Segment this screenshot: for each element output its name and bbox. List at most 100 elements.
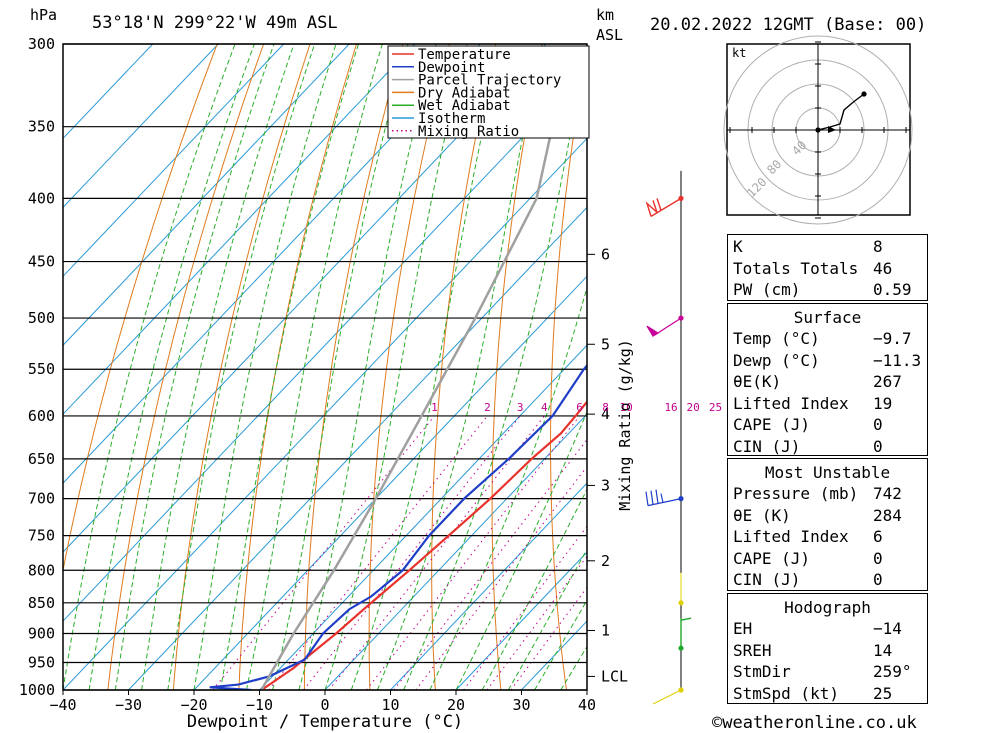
info-label: CAPE (J) xyxy=(733,548,811,568)
hodograph-unit: kt xyxy=(732,46,746,60)
mixing-ratio-label: 16 xyxy=(664,401,677,414)
pressure-tick-label: 1000 xyxy=(19,681,55,699)
info-value: 14 xyxy=(873,640,893,660)
legend-box xyxy=(387,45,590,139)
km-tick-label: 1 xyxy=(601,621,610,639)
isotherm-line xyxy=(63,44,416,415)
info-label: Dewp (°C) xyxy=(733,350,820,370)
isotherm-line xyxy=(63,137,587,690)
info-value: 0 xyxy=(873,436,883,456)
info-value: 742 xyxy=(873,484,902,503)
info-label: Temp (°C) xyxy=(733,329,820,348)
wind-barb xyxy=(646,317,682,337)
legend-label: Dewpoint xyxy=(418,60,485,76)
dry-adiabat-line xyxy=(550,50,587,690)
wet-adiabat-line xyxy=(324,44,468,690)
dry-adiabat-line xyxy=(662,44,697,690)
info-value: 0.59 xyxy=(873,280,912,299)
info-value: 0 xyxy=(873,570,883,589)
isotherm-line xyxy=(63,44,481,484)
dry-adiabat-line xyxy=(491,44,543,690)
km-tick-label: 4 xyxy=(601,405,610,423)
mixing-ratio-label: 2 xyxy=(484,401,491,414)
wind-profile xyxy=(645,170,692,705)
x-tick-label: 30 xyxy=(512,696,530,714)
km-tick-label: 5 xyxy=(601,335,610,353)
hodograph-table-box: Hodograph EH −14 SREH 14 StmDir 259° StmSpd (k… xyxy=(727,593,928,704)
indices-box: K 8 Totals Totals 46 PW (cm) 0.59 xyxy=(727,234,928,301)
info-label: CAPE (J) xyxy=(733,415,811,434)
legend-label: Dry Adiabat xyxy=(418,85,511,101)
x-tick-label: −10 xyxy=(246,696,273,714)
wet-adiabat-line xyxy=(141,44,295,690)
mixing-ratio-line xyxy=(486,555,587,690)
left-unit-label: hPa xyxy=(30,6,57,24)
pressure-grid xyxy=(63,43,587,691)
isotherm-line xyxy=(63,44,154,140)
isotherm-line xyxy=(193,275,587,690)
wind-barb xyxy=(680,617,692,649)
info-value: −11.3 xyxy=(873,350,922,370)
km-unit-label: km xyxy=(596,6,614,24)
isotherm-line xyxy=(63,44,219,209)
hodograph-table-title: Hodograph xyxy=(784,598,871,617)
series-line-dewpoint xyxy=(209,363,587,690)
info-label: SREH xyxy=(733,640,772,660)
info-value: 0 xyxy=(873,415,883,434)
info-value: −9.7 xyxy=(873,329,912,348)
x-tick-label: 20 xyxy=(447,696,465,714)
legend-label: Parcel Trajectory xyxy=(418,73,561,89)
pressure-tick-label: 400 xyxy=(28,189,55,207)
dry-adiabat-line xyxy=(960,44,1000,690)
plot-frame xyxy=(62,43,588,691)
x-tick-label: −30 xyxy=(115,696,142,714)
wet-adiabat-line xyxy=(376,44,543,690)
pressure-tick-label: 800 xyxy=(28,561,55,579)
km-tick-label: 3 xyxy=(601,476,610,494)
pressure-tick-label: 950 xyxy=(28,653,55,671)
mixing-ratio-label: 20 xyxy=(686,401,699,414)
pressure-tick-label: 750 xyxy=(28,527,55,545)
info-value: 46 xyxy=(873,258,893,278)
mixing-ratio-label: 10 xyxy=(620,401,633,414)
mixing-ratio-labels: 1 2 3 4 6 8 10 16 20 25 xyxy=(431,401,722,414)
info-label: StmDir xyxy=(733,662,791,681)
mixing-ratio-line xyxy=(393,438,587,690)
info-value: −14 xyxy=(873,619,902,638)
legend-label: Temperature xyxy=(418,47,511,63)
wet-adiabat-line xyxy=(88,44,255,690)
wet-adiabat-line xyxy=(481,488,587,690)
info-label: EH xyxy=(733,619,753,638)
info-value: 6 xyxy=(873,527,883,546)
mixing-ratio-line xyxy=(212,415,435,690)
sounding-series xyxy=(209,52,587,690)
mixing-ratio-axis-title: Mixing Ratio (g/kg) xyxy=(616,339,634,511)
series-line-parcel-trajectory xyxy=(260,52,572,690)
info-value: 284 xyxy=(873,505,902,525)
most-unstable-title: Most Unstable xyxy=(764,463,891,482)
mixing-ratio-label: 25 xyxy=(709,401,722,414)
info-label: Lifted Index xyxy=(733,393,849,413)
isotherm-line xyxy=(63,68,587,622)
wet-adiabat-line xyxy=(403,47,587,690)
isotherm-line xyxy=(63,44,285,278)
x-tick-label: 40 xyxy=(578,696,596,714)
mixing-ratio-label: 1 xyxy=(431,401,438,414)
mixing-ratio-line xyxy=(303,415,521,690)
x-tick-label: 10 xyxy=(381,696,399,714)
mixing-ratio-label: 4 xyxy=(541,401,548,414)
axes-labels: 3003504004505005506006507007508008509009… xyxy=(19,35,628,714)
mixing-ratio-line xyxy=(510,586,587,690)
isotherm-line xyxy=(390,482,587,690)
dry-adiabat-line xyxy=(172,44,311,690)
wet-adiabat-line xyxy=(63,44,236,690)
wet-adiabat-line xyxy=(455,410,587,690)
pressure-tick-label: 600 xyxy=(28,407,55,425)
wet-adiabat-line xyxy=(429,285,587,690)
x-axis-title: Dewpoint / Temperature (°C) xyxy=(187,712,463,732)
pressure-tick-label: 450 xyxy=(28,253,55,271)
km-tick-label: 2 xyxy=(601,552,610,570)
